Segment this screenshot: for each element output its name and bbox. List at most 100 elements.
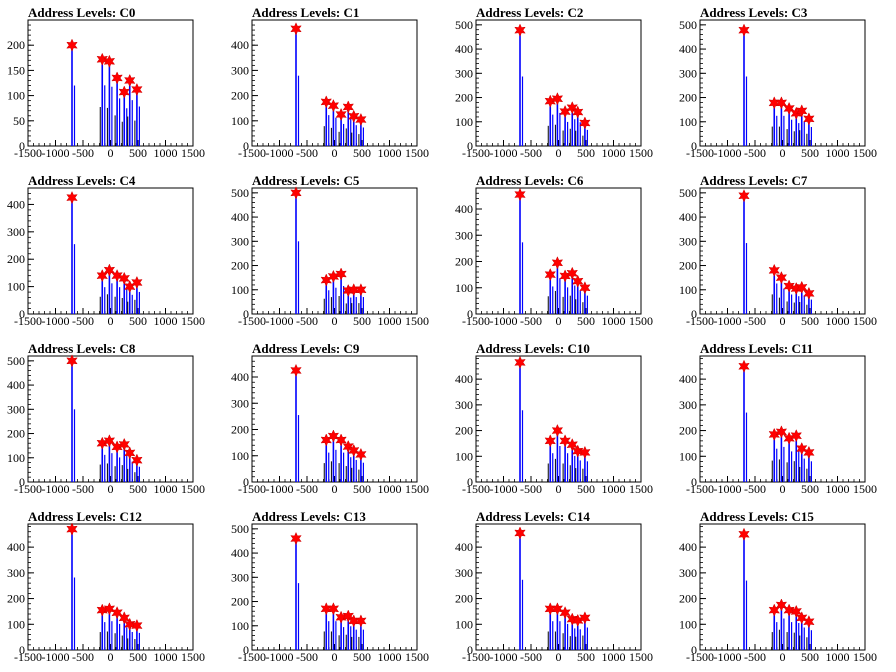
x-tick-label: 0 [556,650,562,664]
peak-marker [103,602,116,616]
x-tick-label: 1000 [602,650,626,664]
peak-marker [103,434,116,448]
histogram-series [295,370,364,482]
y-tick-label: 200 [679,424,697,438]
chart-title: Address Levels: C4 [28,173,136,188]
y-tick-label: 200 [679,592,697,606]
x-tick-label: 500 [801,314,819,328]
peak-marker [66,522,78,536]
x-tick-label: 500 [353,146,371,160]
y-tick-label: 100 [231,283,249,297]
chart-title: Address Levels: C2 [476,5,584,20]
y-tick-label: 0 [243,139,249,153]
peak-marker [111,71,123,85]
x-tick-label: 0 [780,650,786,664]
x-tick-label: 1500 [181,650,205,664]
y-tick-label: 500 [7,354,25,368]
y-tick-label: 0 [691,307,697,321]
peak-marker [290,186,302,200]
x-tick-label: -500 [72,314,94,328]
x-tick-label: 1000 [378,146,402,160]
peak-marker [579,611,591,625]
peak-marker [355,283,367,297]
peak-marker [803,286,815,301]
peak-marker [579,281,591,295]
y-tick-label: 500 [679,18,697,32]
chart-svg: 0 100 200 300 400 -1500 -1000 -500 0 500 1000 1500 [455,187,653,328]
y-tick-label: 0 [243,643,249,657]
peak-marker [118,85,130,99]
y-tick-label: 0 [19,139,25,153]
x-tick-label: 500 [577,650,595,664]
chart-panel-c2: Address Levels: C2 0 100 200 300 400 500 -1500-… [448,0,672,168]
plot-frame [475,19,642,147]
x-tick-label: 500 [801,650,819,664]
histogram-series [519,362,588,482]
chart-title: Address Levels: C12 [28,509,142,524]
peak-marker [327,429,340,443]
chart-panel-c0: Address Levels: C0 0 50 100 150 200 -1500 -1000… [0,0,224,168]
x-tick-label: 500 [129,482,147,496]
x-tick-label: -1000 [42,146,70,160]
chart-svg: 0 100 200 300 400 500 -1500 -1000 -500 0 500 1000 15… [231,522,429,664]
chart-panel-c5: Address Levels: C5 0 100 200 300 400 500 -1500-… [224,168,448,336]
peak-marker [579,116,591,130]
peak-marker [335,107,347,122]
histogram-series [519,194,588,314]
x-tick-label: -1000 [714,314,742,328]
plot-frame [27,355,194,483]
x-tick-label: -500 [520,482,542,496]
x-tick-label: -1500 [238,314,266,328]
x-tick-label: -500 [744,482,766,496]
peak-marker [796,280,808,294]
x-tick-label: 1500 [629,314,653,328]
y-tick-label: 200 [455,91,473,105]
y-tick-label: 0 [19,307,25,321]
y-tick-label: 200 [7,592,25,606]
histogram-series [743,195,812,314]
peak-marker [320,95,332,109]
peak-marker [66,190,78,205]
x-tick-label: -1000 [714,146,742,160]
x-tick-label: -500 [296,314,318,328]
y-tick-label: 200 [231,89,249,103]
x-tick-label: -1000 [266,650,294,664]
chart-title: Address Levels: C14 [476,509,590,524]
y-tick-label: 400 [231,38,249,52]
peak-marker [320,602,332,616]
y-tick-label: 400 [7,378,25,392]
x-tick-label: 0 [108,314,114,328]
chart-panel-c13: Address Levels: C13 0 100 200 300 400 500 -1500… [224,504,448,672]
x-tick-label: 1500 [853,650,877,664]
x-tick-label: 1500 [405,314,429,328]
chart-title: Address Levels: C9 [252,341,360,356]
x-tick-label: -1500 [14,314,42,328]
y-tick-label: 400 [231,370,249,384]
peak-marker [738,359,750,373]
y-tick-label: 300 [7,402,25,416]
x-tick-label: 0 [332,314,338,328]
x-tick-label: 1500 [629,482,653,496]
y-tick-label: 200 [7,427,25,441]
peak-marker [572,105,584,119]
x-tick-label: 1500 [853,314,877,328]
histogram-series [743,534,812,650]
x-tick-label: 500 [577,314,595,328]
x-tick-label: 1500 [181,314,205,328]
plot-frame [699,187,866,315]
y-tick-label: 200 [455,592,473,606]
y-tick-label: 200 [455,255,473,269]
peak-marker [572,274,584,288]
y-tick-label: 0 [691,643,697,657]
y-tick-label: 100 [231,619,249,633]
x-tick-label: 1000 [826,650,850,664]
y-tick-label: 300 [455,66,473,80]
x-tick-label: 0 [780,146,786,160]
y-tick-label: 200 [455,424,473,438]
peak-marker [335,267,347,281]
x-tick-label: 1000 [602,314,626,328]
y-tick-label: 200 [679,91,697,105]
x-tick-label: 1000 [602,146,626,160]
plot-frame [27,19,194,147]
